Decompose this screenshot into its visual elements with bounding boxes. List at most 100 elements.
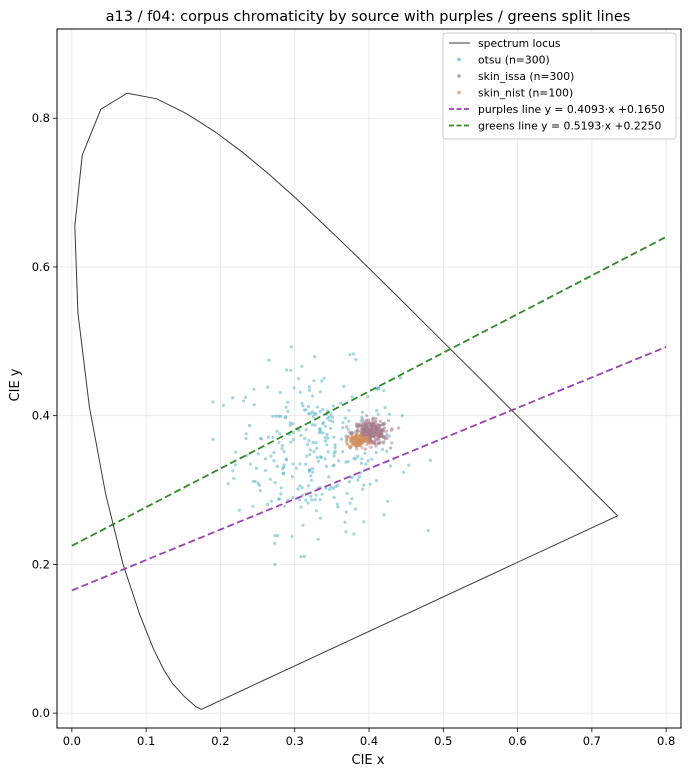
scatter-point	[350, 430, 354, 435]
scatter-point	[307, 388, 311, 392]
scatter-point	[298, 462, 302, 466]
x-tick-label: 0.6	[508, 734, 526, 748]
scatter-point	[306, 442, 310, 446]
scatter-point	[325, 464, 329, 468]
scatter-point	[282, 465, 286, 469]
scatter-point	[323, 439, 327, 443]
scatter-point	[345, 441, 349, 445]
scatter-point	[252, 403, 256, 407]
scatter-point	[353, 439, 357, 443]
scatter-point	[304, 462, 308, 466]
scatter-point	[323, 424, 327, 428]
scatter-point	[346, 427, 350, 432]
scatter-point	[428, 458, 432, 462]
scatter-point	[289, 368, 293, 372]
scatter-point	[314, 441, 318, 445]
scatter-point	[286, 400, 290, 404]
scatter-point	[353, 436, 357, 440]
scatter-point	[333, 446, 337, 450]
legend-label: purples line y = 0.4093·x +0.1650	[478, 103, 665, 116]
scatter-point	[378, 440, 383, 444]
scatter-point	[252, 387, 256, 391]
scatter-point	[350, 436, 354, 440]
scatter-point	[362, 483, 366, 487]
scatter-point	[385, 433, 389, 437]
scatter-point	[371, 416, 375, 420]
scatter-point	[376, 442, 380, 446]
scatter-point	[253, 479, 257, 484]
scatter-point	[298, 484, 302, 488]
scatter-point	[357, 475, 362, 479]
scatter-point	[244, 432, 248, 436]
scatter-point	[362, 430, 366, 434]
scatter-point	[361, 487, 365, 491]
scatter-point	[310, 498, 314, 502]
scatter-point	[301, 404, 305, 408]
scatter-point	[313, 355, 317, 359]
scatter-point	[315, 455, 319, 460]
scatter-point	[278, 432, 282, 436]
legend-entry: skin_nist (n=100)	[457, 87, 573, 100]
scatter-point	[263, 469, 267, 473]
scatter-point	[251, 504, 255, 508]
x-tick-label: 0.4	[360, 734, 378, 748]
scatter-point	[231, 469, 235, 473]
scatter-point	[247, 423, 252, 428]
legend-label: otsu (n=300)	[478, 54, 550, 67]
scatter-point	[284, 405, 288, 409]
scatter-point	[320, 379, 324, 383]
scatter-point	[301, 493, 305, 497]
scatter-point	[350, 497, 354, 501]
scatter-point	[318, 516, 322, 520]
scatter-point	[325, 433, 329, 437]
scatter-point	[316, 537, 320, 541]
scatter-point	[266, 385, 270, 389]
legend-entry: greens line y = 0.5193·x +0.2250	[449, 120, 661, 133]
scatter-point	[361, 417, 365, 421]
scatter-point	[350, 433, 354, 437]
scatter-point	[378, 433, 382, 437]
scatter-point	[380, 423, 384, 427]
scatter-point	[365, 442, 369, 447]
scatter-point	[332, 495, 336, 499]
scatter-point	[278, 497, 282, 501]
scatter-point	[258, 489, 262, 493]
scatter-point	[371, 425, 375, 429]
scatter-point	[369, 429, 373, 434]
scatter-point	[284, 457, 288, 461]
scatter-point	[284, 368, 289, 372]
scatter-point	[329, 485, 333, 489]
scatter-point	[350, 395, 354, 399]
scatter-point	[304, 498, 308, 502]
scatter-point	[354, 507, 358, 511]
scatter-point	[314, 493, 318, 497]
scatter-point	[400, 414, 404, 418]
scatter-point	[336, 483, 340, 487]
scatter-point	[272, 459, 276, 463]
scatter-point	[360, 446, 364, 450]
scatter-point	[263, 457, 267, 461]
scatter-point	[356, 424, 360, 428]
scatter-point	[300, 364, 304, 368]
scatter-point	[364, 418, 369, 422]
scatter-point	[386, 499, 390, 503]
scatter-point	[326, 436, 330, 440]
scatter-point	[248, 462, 253, 466]
scatter-point	[305, 454, 309, 458]
scatter-point	[385, 436, 389, 440]
scatter-point	[347, 480, 351, 484]
scatter-point	[291, 495, 295, 500]
scatter-point	[345, 425, 349, 429]
scatter-point	[385, 449, 389, 453]
scatter-point	[259, 437, 264, 441]
legend-dot-swatch	[457, 74, 461, 78]
scatter-point	[320, 492, 324, 496]
scatter-point	[321, 420, 325, 424]
scatter-point	[327, 415, 331, 419]
scatter-point	[359, 432, 363, 436]
scatter-point	[344, 530, 348, 534]
scatter-point	[254, 466, 259, 470]
scatter-point	[311, 470, 315, 474]
scatter-point	[283, 416, 287, 420]
scatter-point	[325, 443, 329, 447]
